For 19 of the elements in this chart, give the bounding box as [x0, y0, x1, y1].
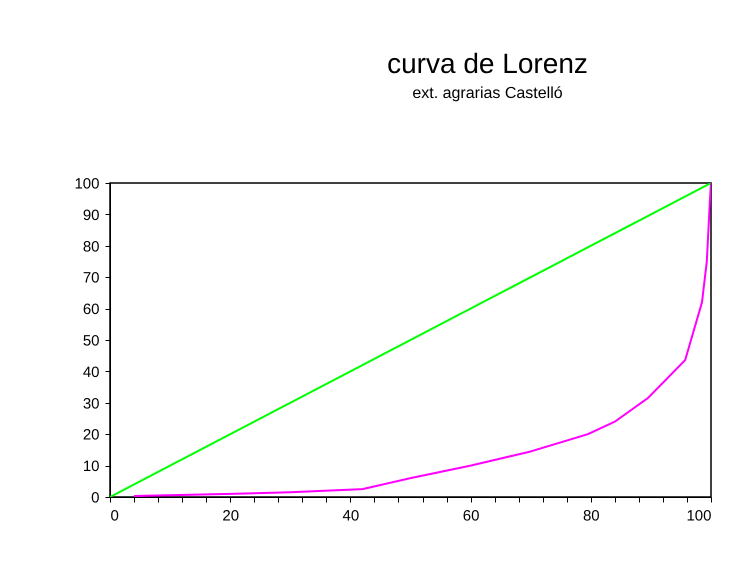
chart-title: curva de Lorenz — [387, 48, 588, 79]
y-tick-label: 70 — [82, 270, 100, 287]
x-tick-label: 80 — [582, 508, 600, 524]
chart-subtitle: ext. agrarias Castelló — [412, 85, 563, 102]
x-tick-label: 40 — [342, 508, 360, 524]
y-tick-label: 30 — [82, 395, 100, 412]
y-tick-label: 20 — [82, 426, 100, 444]
y-tick-label: 60 — [82, 301, 100, 318]
x-tick-label: 60 — [462, 508, 480, 524]
y-tick-label: 50 — [82, 332, 100, 350]
x-tick-label: 100 — [686, 508, 712, 524]
y-tick-label: 80 — [82, 238, 100, 256]
y-tick-label: 90 — [82, 206, 100, 224]
y-tick-label: 100 — [74, 176, 100, 192]
y-tick-label: 10 — [82, 458, 100, 476]
y-tick-label: 0 — [91, 490, 100, 506]
x-tick-label: 0 — [110, 508, 119, 524]
y-tick-label: 40 — [82, 364, 100, 381]
x-tick-label: 20 — [222, 508, 240, 524]
